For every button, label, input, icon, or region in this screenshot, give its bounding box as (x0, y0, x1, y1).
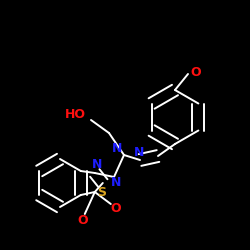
Text: N: N (112, 142, 122, 154)
Text: O: O (78, 214, 88, 228)
Text: O: O (110, 202, 121, 214)
Text: S: S (97, 186, 106, 198)
Text: HO: HO (65, 108, 86, 120)
Text: N: N (134, 146, 144, 160)
Text: O: O (190, 66, 200, 78)
Text: N: N (111, 176, 121, 190)
Text: N: N (92, 158, 102, 172)
